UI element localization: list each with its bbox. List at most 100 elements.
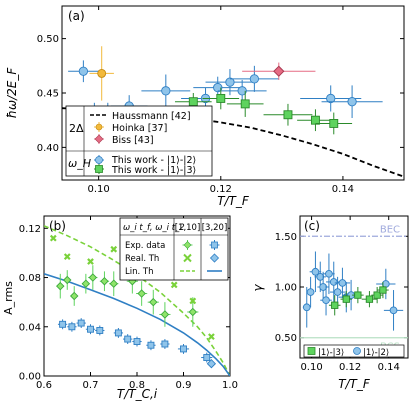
gamma-12-point — [319, 283, 327, 291]
x-tick-label: 1.0 — [222, 380, 238, 391]
panel-c: 0.100.120.140.501.001.50 BEC BCS (c) γ T… — [251, 215, 409, 391]
y-tick-label: 1.00 — [275, 283, 297, 294]
gamma-12-point — [302, 303, 311, 312]
x-tick-label: 0.14 — [378, 362, 400, 373]
exp-data-3-20-point — [77, 319, 85, 327]
gamma-12-point — [329, 278, 338, 286]
legend-b-col2: [3,20] — [202, 223, 228, 233]
legend-b-row-real: Real. Th — [125, 254, 159, 264]
legend-c-13: |1⟩-|3⟩ — [318, 348, 344, 358]
x-tick-label: 0.7 — [83, 380, 99, 391]
this-work-12-point — [78, 66, 89, 76]
gamma-12-point — [322, 296, 330, 305]
panel-a-ylabel: ħω/2E_F — [5, 67, 19, 119]
exp-data-1-10-point — [69, 291, 79, 301]
x-tick-label: 0.12 — [339, 362, 361, 373]
gamma-13-point — [373, 291, 381, 299]
gamma-13-point — [331, 301, 339, 309]
real-th-1-10-point — [170, 281, 178, 289]
x-tick-label: 0.14 — [332, 184, 354, 195]
x-tick-label: 0.12 — [210, 184, 232, 195]
x-tick-label: 0.10 — [300, 362, 322, 373]
this-work-12-point — [249, 74, 260, 84]
this-work-13-point — [310, 115, 320, 125]
panel-b-ticks: 0.6 0.7 0.8 0.9 1.0 0.00 0.04 0.08 0.12 — [19, 216, 238, 391]
gamma-12-point — [389, 306, 398, 315]
panel-a-xlabel: T/T_F — [217, 194, 250, 208]
panel-c-legend: |1⟩-|3⟩ |1⟩-|2⟩ — [303, 344, 405, 358]
exp-data-1-10-point — [56, 281, 65, 291]
real-th-1-10-point — [63, 253, 71, 260]
this-work-13-point — [283, 110, 293, 120]
haussmann-curve — [62, 107, 404, 178]
panel-b-xlabel: T/T_C,i — [117, 387, 158, 401]
exp-data-1-10-point — [149, 297, 158, 307]
this-work-12-point — [237, 86, 247, 96]
panel-b-ylabel: A_rms — [2, 281, 15, 315]
legend-b-row-lin: Lin. Th — [125, 267, 153, 277]
gamma-13-point — [365, 295, 374, 303]
gamma-12-point — [311, 267, 320, 276]
panel-b-legend: ω_i t_f, ω_i t_2 [1,10] [3,20] Exp. data… — [119, 217, 229, 281]
x-tick-label: 0.9 — [176, 380, 192, 391]
x-tick-label: 0.8 — [129, 380, 145, 391]
this-work-12-point — [213, 82, 223, 93]
this-work-13-point — [329, 118, 339, 128]
panel-c-ylabel: γ — [251, 284, 265, 292]
panel-c-xlabel: T/T_F — [338, 377, 371, 391]
panel-c-points — [302, 251, 404, 331]
exp-data-3-20-point — [124, 335, 132, 343]
legend-b-row-exp: Exp. data — [125, 241, 165, 251]
y-tick-label: 0.45 — [37, 89, 59, 100]
panel-a-legend: 2Δ ω_H Haussmann [42] Hoinka [37] Biss [… — [65, 105, 213, 177]
exp-data-1-10-point — [81, 279, 91, 288]
hoinka-point — [97, 68, 107, 78]
panel-b-label: (b) — [49, 219, 66, 233]
legend-biss: Biss [43] — [112, 135, 154, 146]
gamma-12-point — [333, 288, 342, 296]
exp-data-3-20-point — [87, 325, 94, 333]
y-tick-label: 0.08 — [19, 273, 41, 284]
panel-c-frame — [299, 215, 409, 359]
panel-a-label: (a) — [68, 9, 85, 23]
y-tick-label: 1.50 — [275, 232, 297, 243]
y-tick-label: 0.40 — [37, 143, 59, 154]
x-tick-label: 0.6 — [36, 380, 52, 391]
exp-data-1-10-point — [109, 279, 118, 288]
y-tick-label: 0.50 — [37, 34, 59, 45]
y-tick-label: 0.04 — [19, 322, 41, 333]
real-th-1-10-point — [110, 245, 118, 253]
legend-c-12: |1⟩-|2⟩ — [363, 348, 389, 358]
gamma-12-point — [338, 279, 347, 287]
panel-b-points — [49, 234, 217, 369]
gamma-13-point — [354, 291, 362, 299]
y-tick-label: 0.00 — [19, 372, 41, 383]
exp-data-3-20-point — [203, 354, 211, 361]
real-th-1-10-point — [49, 234, 57, 242]
exp-data-3-20-point — [133, 338, 141, 345]
biss-point — [273, 65, 285, 77]
real-th-3-20-point — [206, 359, 217, 369]
this-work-13-point — [216, 93, 226, 103]
y-tick-label: 0.12 — [19, 224, 41, 235]
legend-this-work-13: This work - |1⟩-|3⟩ — [111, 165, 196, 176]
this-work-12-point — [326, 93, 336, 104]
gamma-13-point — [342, 295, 350, 303]
exp-data-3-20-point — [96, 327, 104, 334]
exp-data-3-20-point — [59, 320, 67, 328]
this-work-13-point — [188, 97, 198, 107]
gamma-12-point — [381, 280, 390, 288]
this-work-12-point — [225, 77, 235, 87]
legend-group-omega: ω_H — [68, 157, 91, 170]
gamma-13-point — [379, 286, 387, 294]
exp-data-3-20-point — [147, 341, 155, 349]
lin-th-1-10-curve — [44, 225, 230, 376]
panel-a: 0.10 0.12 0.14 0.40 0.45 0.50 (a) ħω/2E_F T/T… — [5, 5, 405, 208]
lin-th-3-20-curve — [44, 273, 230, 376]
this-work-12-point — [347, 97, 357, 107]
exp-data-3-20-point — [180, 345, 187, 353]
this-work-13-point — [240, 99, 250, 109]
legend-b-col1: [1,10] — [175, 223, 201, 233]
this-work-12-point — [161, 86, 171, 96]
